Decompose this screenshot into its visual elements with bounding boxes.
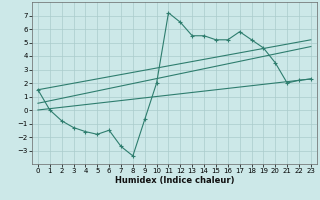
X-axis label: Humidex (Indice chaleur): Humidex (Indice chaleur) <box>115 176 234 185</box>
